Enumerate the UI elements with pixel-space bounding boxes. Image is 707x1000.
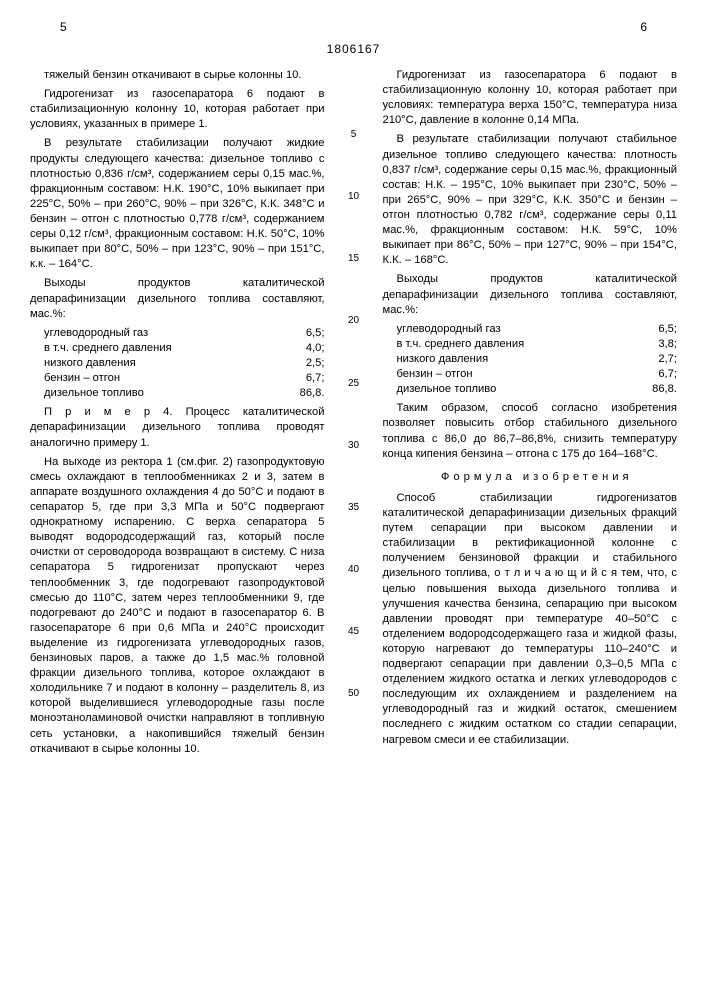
- tcell: 86,8.: [285, 386, 325, 401]
- tcell: 2,7;: [637, 352, 677, 367]
- lineno: 5: [345, 128, 363, 142]
- two-columns: тяжелый бензин откачивают в сырье колонн…: [30, 68, 677, 761]
- table-row: низкого давления2,5;: [44, 356, 325, 371]
- tcell: низкого давления: [397, 352, 638, 367]
- yield-table-left: углеводородный газ6,5; в т.ч. среднего д…: [44, 326, 325, 402]
- claims-title: Формула изобретения: [383, 470, 678, 485]
- para: Выходы продуктов каталитической депарафи…: [383, 272, 678, 317]
- tcell: 6,7;: [637, 367, 677, 382]
- doc-number: 1806167: [30, 42, 677, 56]
- tcell: углеводородный газ: [44, 326, 285, 341]
- lineno: 40: [345, 563, 363, 577]
- para: тяжелый бензин откачивают в сырье колонн…: [30, 68, 325, 83]
- table-row: низкого давления2,7;: [397, 352, 678, 367]
- para: Выходы продуктов каталитической депарафи…: [30, 276, 325, 321]
- tcell: 4,0;: [285, 341, 325, 356]
- lineno: 20: [345, 314, 363, 328]
- yield-table-right: углеводородный газ6,5; в т.ч. среднего д…: [397, 322, 678, 398]
- page: 5 6 1806167 тяжелый бензин откачивают в …: [0, 0, 707, 1000]
- tcell: 86,8.: [637, 382, 677, 397]
- para-claim: Способ стабилизации гидрогенизатов катал…: [383, 491, 678, 748]
- lineno: 30: [345, 439, 363, 453]
- tcell: 2,5;: [285, 356, 325, 371]
- tcell: в т.ч. среднего давления: [44, 341, 285, 356]
- para: В результате стабилизации получают стаби…: [383, 132, 678, 268]
- table-row: бензин – отгон6,7;: [44, 371, 325, 386]
- page-header: 5 6: [30, 20, 677, 34]
- tcell: дизельное топливо: [44, 386, 285, 401]
- para: На выходе из ректора 1 (см.фиг. 2) газоп…: [30, 455, 325, 757]
- lineno: 45: [345, 625, 363, 639]
- table-row: бензин – отгон6,7;: [397, 367, 678, 382]
- tcell: бензин – отгон: [397, 367, 638, 382]
- lineno: 10: [345, 190, 363, 204]
- para: Гидрогенизат из газосепаратора 6 подают …: [383, 68, 678, 128]
- column-left: тяжелый бензин откачивают в сырье колонн…: [30, 68, 325, 761]
- lineno: 50: [345, 687, 363, 701]
- para-example: П р и м е р 4. Процесс каталитической де…: [30, 405, 325, 450]
- table-row: в т.ч. среднего давления3,8;: [397, 337, 678, 352]
- tcell: дизельное топливо: [397, 382, 638, 397]
- para: В результате стабилизации получают жидки…: [30, 136, 325, 272]
- tcell: 6,5;: [637, 322, 677, 337]
- lineno: 25: [345, 377, 363, 391]
- tcell: 6,7;: [285, 371, 325, 386]
- column-right: Гидрогенизат из газосепаратора 6 подают …: [383, 68, 678, 761]
- tcell: низкого давления: [44, 356, 285, 371]
- table-row: углеводородный газ6,5;: [44, 326, 325, 341]
- lineno: 35: [345, 501, 363, 515]
- lineno: 15: [345, 252, 363, 266]
- page-num-left: 5: [60, 20, 67, 34]
- table-row: дизельное топливо86,8.: [397, 382, 678, 397]
- line-numbers: 5 10 15 20 25 30 35 40 45 50: [345, 68, 363, 761]
- tcell: углеводородный газ: [397, 322, 638, 337]
- table-row: углеводородный газ6,5;: [397, 322, 678, 337]
- tcell: 6,5;: [285, 326, 325, 341]
- para: Гидрогенизат из газосепаратора 6 подают …: [30, 87, 325, 132]
- table-row: в т.ч. среднего давления4,0;: [44, 341, 325, 356]
- tcell: бензин – отгон: [44, 371, 285, 386]
- tcell: 3,8;: [637, 337, 677, 352]
- tcell: в т.ч. среднего давления: [397, 337, 638, 352]
- page-num-right: 6: [640, 20, 647, 34]
- table-row: дизельное топливо86,8.: [44, 386, 325, 401]
- para: Таким образом, способ согласно изобретен…: [383, 401, 678, 461]
